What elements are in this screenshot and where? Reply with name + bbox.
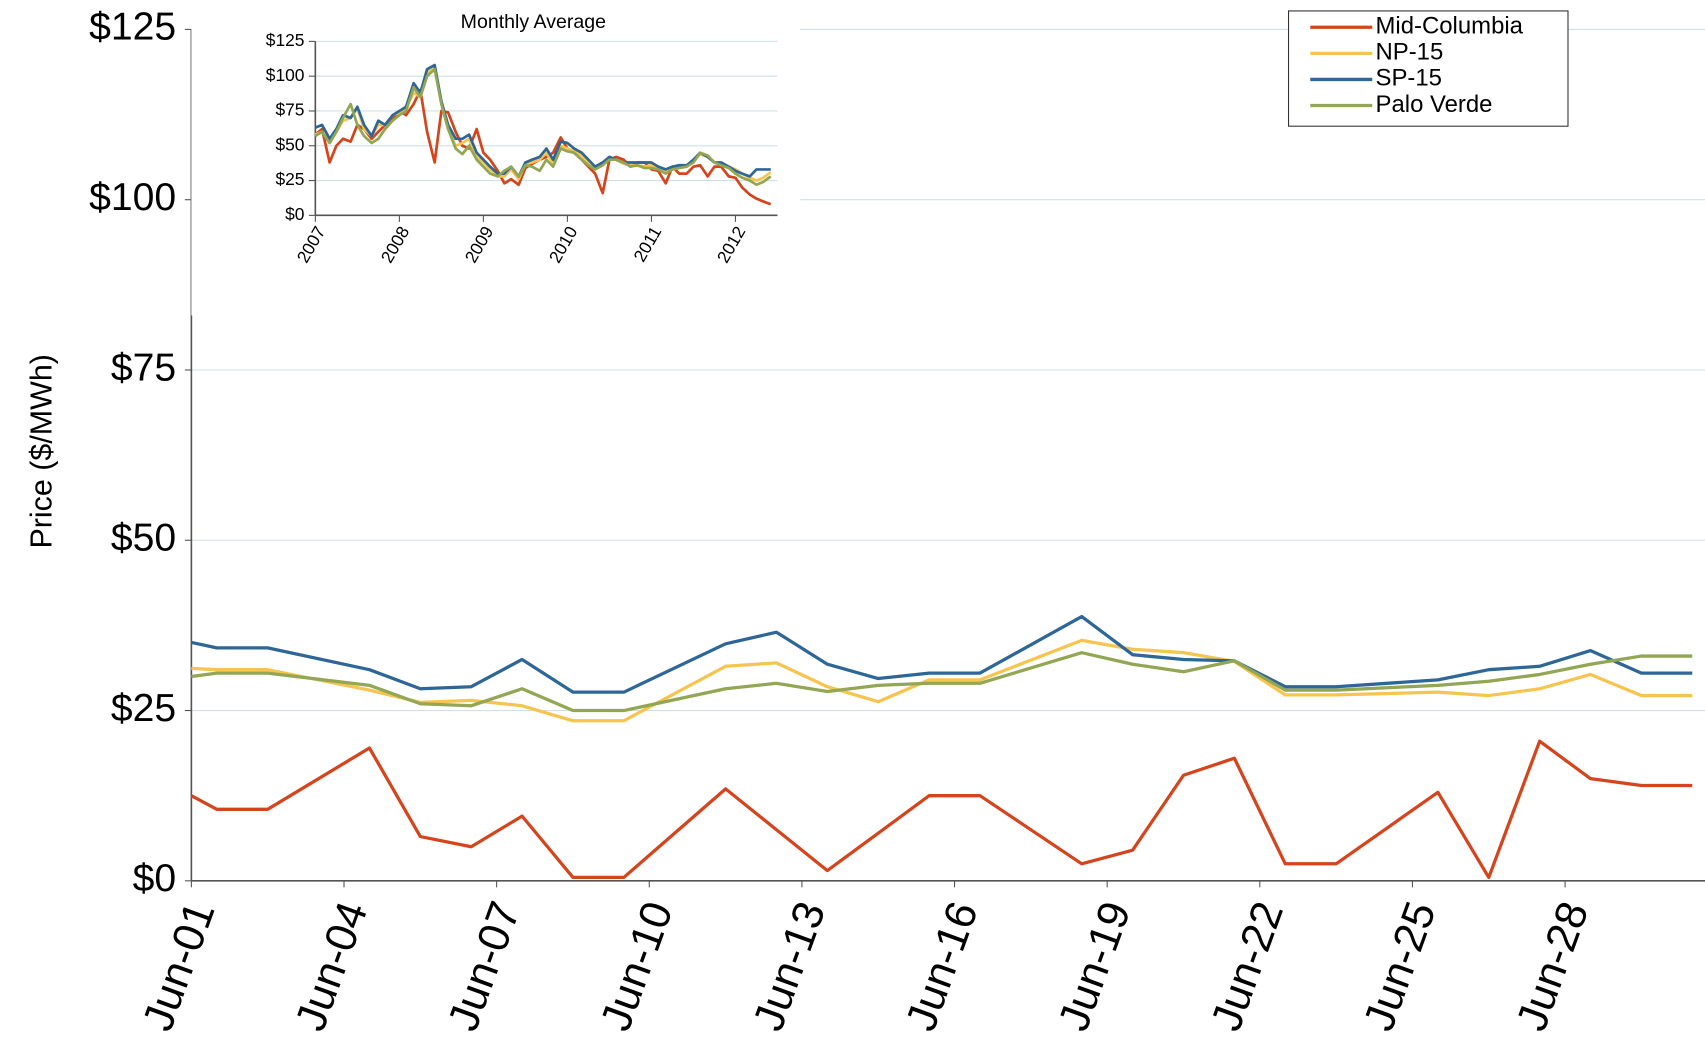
data-line <box>190 739 1693 880</box>
y-tick-label: $75 <box>111 346 176 389</box>
y-tick-label: $100 <box>266 65 305 85</box>
x-tick-label: Jun-22 <box>1202 896 1293 1037</box>
legend-label: NP-15 <box>1376 39 1444 66</box>
x-tick-label: Jun-16 <box>897 896 988 1037</box>
legend-label: Palo Verde <box>1376 91 1493 118</box>
chart-panel: $0 $25 $50 $75 $100 $125 Jun-01 Jun-04 Jun-07 Jun… <box>89 6 1705 1037</box>
y-tick-label: $25 <box>111 687 176 730</box>
data-line <box>191 614 1693 694</box>
data-line <box>314 88 772 206</box>
y-tick-label: $25 <box>275 169 304 189</box>
x-tick-label: Jun-25 <box>1355 896 1446 1037</box>
legend-label: Mid-Columbia <box>1376 13 1524 40</box>
x-tick-label: Jun-19 <box>1050 896 1141 1037</box>
x-tick-label: Jun-10 <box>592 896 683 1037</box>
y-tick-label: $125 <box>266 30 305 50</box>
y-axis-title: Price ($/MWh) <box>25 354 59 548</box>
legend-label: SP-15 <box>1376 65 1442 92</box>
data-line <box>191 638 1693 723</box>
y-tick-label: $50 <box>275 134 304 154</box>
data-line <box>191 651 1693 713</box>
x-tick-label: Jun-28 <box>1508 896 1599 1037</box>
y-tick-label: $50 <box>111 517 176 560</box>
x-tick-label: Jun-01 <box>134 896 225 1037</box>
y-tick-label: $100 <box>89 176 176 219</box>
y-tick-label: $0 <box>285 204 304 224</box>
inset-background <box>191 0 801 316</box>
x-tick-label: Jun-07 <box>439 896 530 1037</box>
y-tick-label: $125 <box>89 6 176 49</box>
y-tick-label: $0 <box>133 857 177 900</box>
y-tick-label: $75 <box>275 100 304 120</box>
chart-title: Monthly Average <box>461 11 606 33</box>
x-tick-label: Jun-04 <box>287 896 378 1037</box>
x-tick-label: Jun-13 <box>745 896 836 1037</box>
data-line <box>314 67 772 187</box>
